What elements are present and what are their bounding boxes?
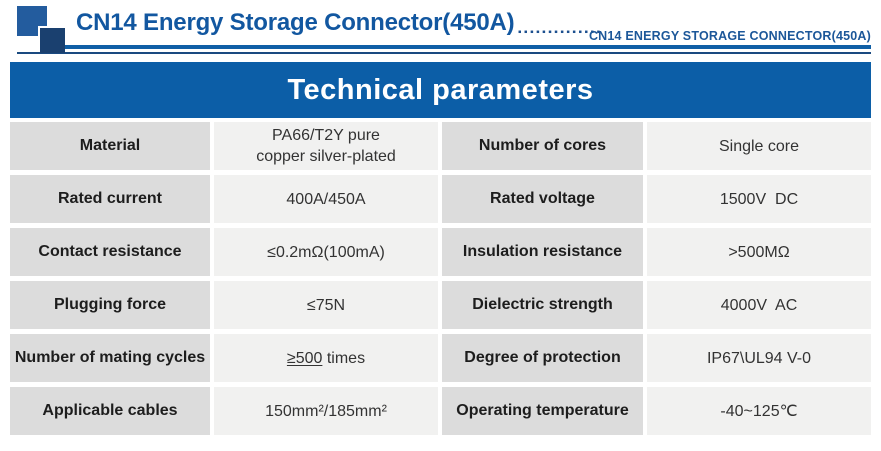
param-value: 400A/450A xyxy=(214,175,438,223)
param-label: Operating temperature xyxy=(442,387,643,435)
param-label: Dielectric strength xyxy=(442,281,643,329)
value-part: times xyxy=(322,349,366,367)
section-banner: Technical parameters xyxy=(10,62,871,118)
param-value: >500MΩ xyxy=(647,228,871,276)
param-value: ≥500 times xyxy=(214,334,438,382)
param-value: 1500V DC xyxy=(647,175,871,223)
underlined-value-part: ≥500 xyxy=(286,349,323,367)
param-value: Single core xyxy=(647,122,871,170)
param-label: Material xyxy=(10,122,210,170)
param-value: PA66/T2Y pure copper silver-plated xyxy=(214,122,438,170)
param-value: -40~125℃ xyxy=(647,387,871,435)
param-label: Contact resistance xyxy=(10,228,210,276)
param-label: Degree of protection xyxy=(442,334,643,382)
param-value: ≤0.2mΩ(100mA) xyxy=(214,228,438,276)
header-rule-thin xyxy=(17,52,871,54)
dotted-separator: ▪▪▪▪▪▪▪▪▪▪▪▪▪▪ xyxy=(518,27,603,38)
param-label: Insulation resistance xyxy=(442,228,643,276)
param-label: Plugging force xyxy=(10,281,210,329)
param-value: ≤75N xyxy=(214,281,438,329)
page-subtitle: CN14 ENERGY STORAGE CONNECTOR(450A) xyxy=(588,29,871,43)
param-label: Rated current xyxy=(10,175,210,223)
param-label: Number of mating cycles xyxy=(10,334,210,382)
param-label: Applicable cables xyxy=(10,387,210,435)
page-header: CN14 Energy Storage Connector(450A) ▪▪▪▪… xyxy=(0,0,881,61)
logo-square-small-icon xyxy=(40,28,65,53)
param-value: 150mm²/185mm² xyxy=(214,387,438,435)
param-value: 4000V AC xyxy=(647,281,871,329)
page-title: CN14 Energy Storage Connector(450A) xyxy=(76,9,515,36)
technical-parameters-table: Material PA66/T2Y pure copper silver-pla… xyxy=(10,122,871,435)
param-value: IP67\UL94 V-0 xyxy=(647,334,871,382)
section-title: Technical parameters xyxy=(287,73,594,106)
param-label: Number of cores xyxy=(442,122,643,170)
param-label: Rated voltage xyxy=(442,175,643,223)
header-rule-thick xyxy=(50,45,871,49)
